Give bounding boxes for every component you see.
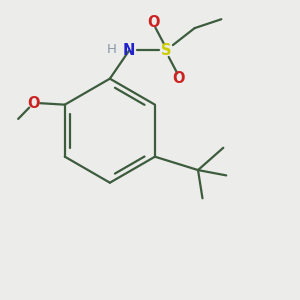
Text: O: O bbox=[27, 96, 40, 111]
Text: N: N bbox=[123, 43, 135, 58]
Text: O: O bbox=[148, 15, 160, 30]
Text: H: H bbox=[106, 43, 116, 56]
Text: S: S bbox=[161, 43, 172, 58]
Text: O: O bbox=[172, 71, 185, 86]
